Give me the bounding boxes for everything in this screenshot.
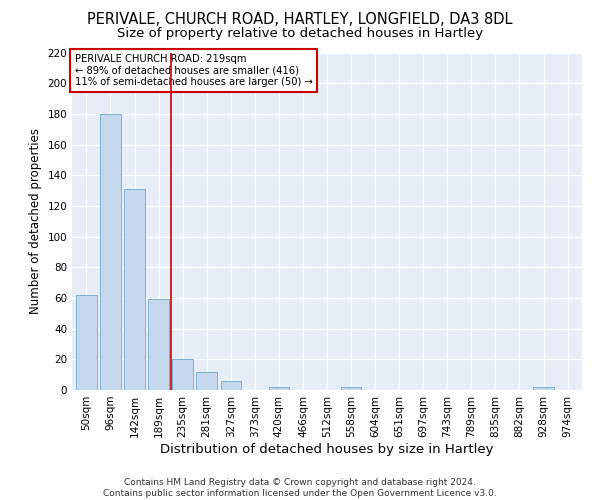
Bar: [196, 372, 217, 390]
Text: Contains HM Land Registry data © Crown copyright and database right 2024.
Contai: Contains HM Land Registry data © Crown c…: [103, 478, 497, 498]
Bar: [148, 300, 169, 390]
Y-axis label: Number of detached properties: Number of detached properties: [29, 128, 42, 314]
Bar: [533, 387, 554, 390]
Text: PERIVALE CHURCH ROAD: 219sqm
← 89% of detached houses are smaller (416)
11% of s: PERIVALE CHURCH ROAD: 219sqm ← 89% of de…: [74, 54, 313, 88]
Bar: [172, 360, 193, 390]
Text: Size of property relative to detached houses in Hartley: Size of property relative to detached ho…: [117, 28, 483, 40]
Bar: [269, 387, 289, 390]
Bar: [124, 189, 145, 390]
X-axis label: Distribution of detached houses by size in Hartley: Distribution of detached houses by size …: [160, 442, 494, 456]
Bar: [100, 114, 121, 390]
Bar: [221, 381, 241, 390]
Bar: [341, 387, 361, 390]
Text: PERIVALE, CHURCH ROAD, HARTLEY, LONGFIELD, DA3 8DL: PERIVALE, CHURCH ROAD, HARTLEY, LONGFIEL…: [87, 12, 513, 28]
Bar: [76, 295, 97, 390]
